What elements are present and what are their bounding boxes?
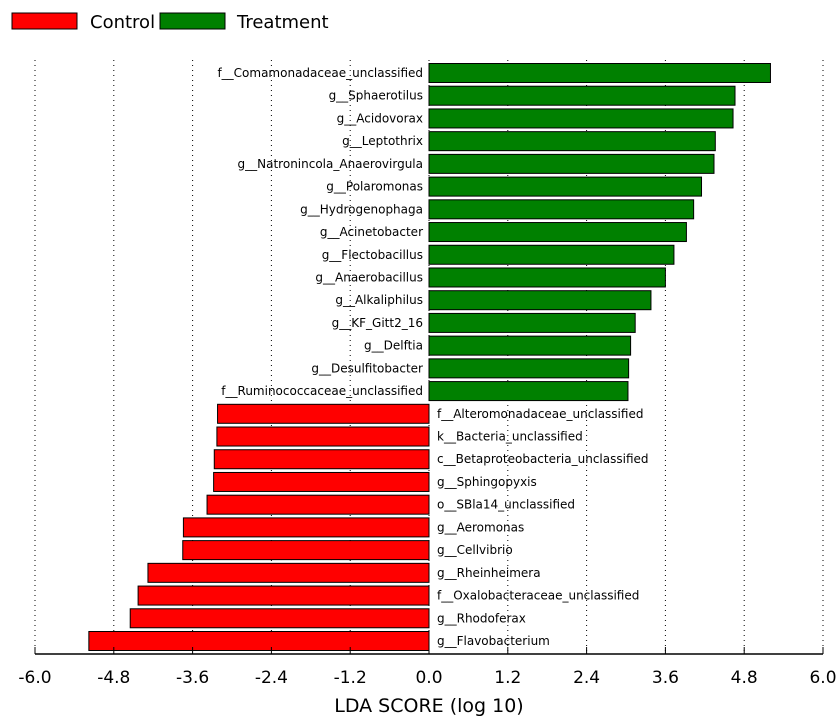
bar-g-aeromonas [182, 517, 430, 538]
bar-g-hydrogenophaga [428, 199, 695, 220]
bar-label: g__Flavobacterium [437, 634, 550, 648]
bar-label: f__Alteromonadaceae_unclassified [437, 407, 643, 421]
x-axis-title: LDA SCORE (log 10) [334, 695, 523, 717]
bar-g-cellvibrio [182, 540, 430, 561]
bar-label: g__Desulfitobacter [311, 361, 423, 375]
bar-label: g__Aeromonas [437, 520, 524, 534]
bar-label: g__Hydrogenophaga [300, 202, 423, 216]
bar-g-leptothrix [428, 131, 716, 152]
bar-label: g__Cellvibrio [437, 543, 513, 557]
bar-label: g__Anaerobacillus [315, 270, 423, 284]
bar-label: g__Natronincola_Anaerovirgula [238, 157, 423, 171]
x-tick-label: 6.0 [809, 668, 836, 688]
bar-g-kf-gitt2-16 [428, 312, 636, 333]
bar-g-sphingopyxis [213, 471, 430, 492]
x-tick-label: -1.2 [334, 668, 367, 688]
bar-label: g__Polaromonas [326, 180, 423, 194]
bar-g-alkaliphilus [428, 290, 652, 311]
bar-label: c__Betaproteobacteria_unclassified [437, 452, 649, 466]
bar-label: g__Leptothrix [342, 134, 423, 148]
x-axis: -6.0 -4.8 -3.6 -2.4 -1.2 0.0 1.2 2.4 3.6 4.8 6.0 LD… [18, 647, 837, 717]
bar-c-betaproteobacteria-unclassified [213, 449, 430, 470]
bar-label: g__Sphaerotilus [329, 89, 423, 103]
bar-label: f__Comamonadaceae_unclassified [217, 66, 423, 80]
bar-g-natronincola-anaerovirgula [428, 153, 715, 174]
bar-g-desulfitobacter [428, 358, 630, 379]
bar-o-sbla14-unclassified [206, 494, 430, 515]
x-tick-label: -4.8 [97, 668, 130, 688]
bar-g-acidovorax [428, 108, 734, 129]
x-tick-label: -2.4 [255, 668, 288, 688]
legend-swatch-treatment [159, 12, 226, 30]
bar-label: g__Delftia [364, 339, 423, 353]
x-tick-label: 2.4 [573, 668, 600, 688]
bar-g-polaromonas [428, 176, 703, 197]
bar-g-flavobacterium [88, 631, 430, 651]
bar-label: g__Flectobacillus [322, 248, 423, 262]
bar-label: g__Rhodoferax [437, 611, 526, 625]
x-tick-label: -6.0 [18, 668, 51, 688]
bar-g-delftia [428, 335, 632, 356]
bar-g-rheinheimera [147, 562, 430, 583]
x-tick-label: 3.6 [652, 668, 679, 688]
bar-label: g__Sphingopyxis [437, 475, 537, 489]
bars [88, 63, 771, 651]
bar-g-flectobacillus [428, 244, 675, 265]
bar-label: g__Acinetobacter [320, 225, 423, 239]
bar-f-comamonadaceae-unclassified [428, 63, 771, 83]
legend-label-control: Control [90, 12, 155, 33]
bar-label: k__Bacteria_unclassified [437, 430, 583, 444]
legend: Control Treatment [11, 12, 329, 33]
bar-label: f__Ruminococcaceae_unclassified [221, 384, 423, 398]
bar-f-alteromonadaceae-unclassified [217, 403, 430, 424]
bar-g-acinetobacter [428, 222, 687, 243]
x-tick-label: 1.2 [494, 668, 521, 688]
bar-label: g__Alkaliphilus [335, 293, 423, 307]
bar-labels: f__Comamonadaceae_unclassified g__Sphaero… [217, 66, 648, 648]
bar-g-sphaerotilus [428, 85, 736, 106]
legend-swatch-control [11, 12, 78, 30]
bar-k-bacteria-unclassified [216, 426, 430, 447]
x-tick-label: 0.0 [415, 668, 442, 688]
bar-g-rhodoferax [129, 608, 430, 629]
bar-label: g__Acidovorax [337, 111, 423, 125]
bar-label: o__SBla14_unclassified [437, 498, 575, 512]
bar-label: g__Rheinheimera [437, 566, 541, 580]
bar-g-anaerobacillus [428, 267, 666, 288]
bar-f-ruminococcaceae-unclassified [428, 381, 629, 402]
bar-label: f__Oxalobacteraceae_unclassified [437, 589, 639, 603]
bar-label: g__KF_Gitt2_16 [332, 316, 423, 330]
x-tick-label: -3.6 [176, 668, 209, 688]
bar-f-oxalobacteraceae-unclassified [137, 585, 430, 606]
legend-label-treatment: Treatment [236, 12, 329, 33]
x-tick-label: 4.8 [731, 668, 758, 688]
